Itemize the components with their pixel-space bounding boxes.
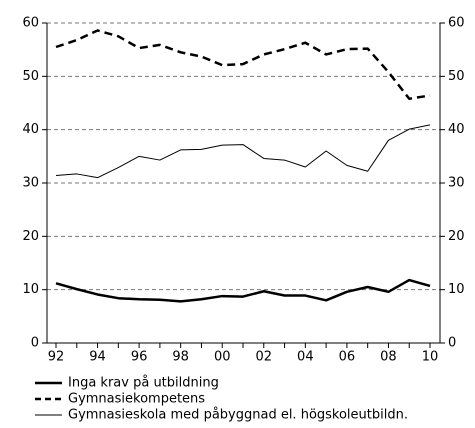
x-tick-label: 06 [339,350,356,365]
y2-tick-label: 40 [448,122,465,137]
y-tick-label: 60 [22,16,39,31]
series-line [55,29,431,100]
y-tick-label: 50 [22,69,39,84]
y-tick-label: 0 [31,336,39,351]
series-line [55,124,431,179]
y2-tick-label: 20 [448,229,465,244]
x-tick-label: 96 [131,350,148,365]
legend-label: Gymnasieskola med påbyggnad el. högskole… [68,408,408,423]
x-tick-label: 04 [297,350,314,365]
y2-tick-label: 50 [448,69,465,84]
legend-label: Gymnasiekompetens [68,392,205,407]
y-tick-label: 20 [22,229,39,244]
x-tick-label: 00 [214,350,231,365]
x-tick-label: 02 [256,350,273,365]
y2-tick-label: 60 [448,16,465,31]
x-tick-label: 92 [48,350,65,365]
y2-tick-label: 0 [448,336,456,351]
legend-label: Inga krav på utbildning [68,376,219,391]
y2-tick-label: 10 [448,282,465,297]
y-tick-label: 10 [22,282,39,297]
x-tick-label: 08 [380,350,397,365]
y2-tick-label: 30 [448,176,465,191]
y-tick-label: 40 [22,122,39,137]
series-line [55,278,431,303]
y-tick-label: 30 [22,176,39,191]
x-tick-label: 98 [172,350,189,365]
x-tick-label: 10 [422,350,439,365]
x-tick-label: 94 [89,350,106,365]
